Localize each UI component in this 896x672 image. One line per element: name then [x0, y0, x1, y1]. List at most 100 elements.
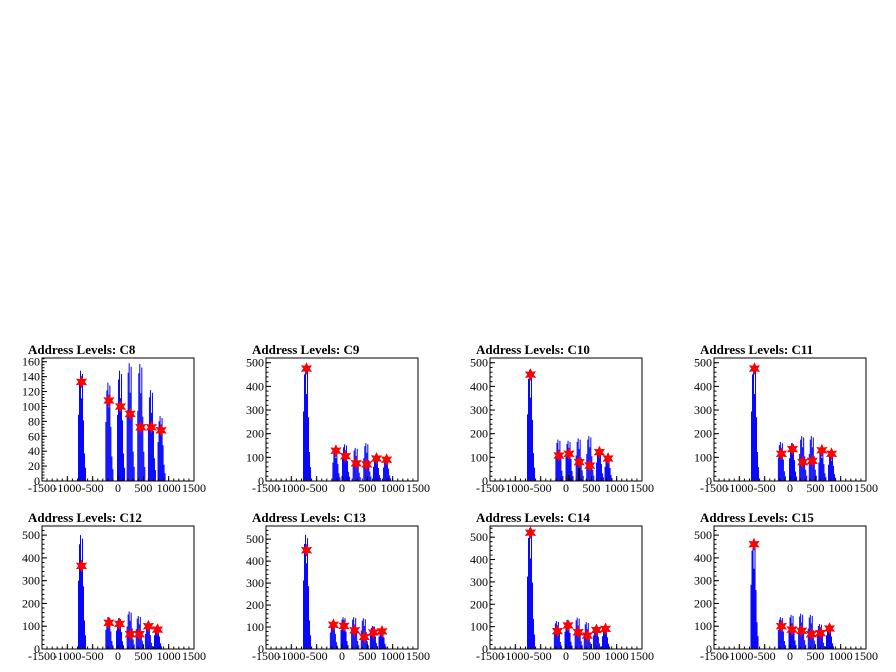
x-tick-label: 0: [563, 649, 569, 663]
histogram-cluster: [602, 627, 611, 649]
y-tick-label: 80: [28, 414, 40, 428]
y-tick-label: 300: [694, 403, 712, 417]
histogram-cluster: [157, 416, 166, 481]
peak-marker: [348, 623, 361, 637]
x-tick-label: 1500: [182, 481, 206, 495]
y-tick-label: 500: [470, 530, 488, 544]
peak-marker: [103, 616, 115, 630]
x-tick-label: 500: [806, 649, 824, 663]
x-tick-label: 1500: [630, 481, 654, 495]
peak-marker: [551, 624, 564, 638]
peak-marker: [573, 455, 585, 469]
y-tick-label: 300: [246, 576, 264, 590]
y-tick-label: 100: [470, 620, 488, 634]
y-tick-label: 0: [258, 474, 264, 488]
peak-marker: [823, 621, 836, 636]
y-tick-label: 400: [694, 551, 712, 565]
y-tick-label: 500: [246, 532, 264, 546]
histogram-cluster: [126, 363, 135, 481]
y-tick-label: 500: [470, 356, 488, 370]
y-tick-label: 0: [482, 474, 488, 488]
peak-marker: [300, 361, 313, 376]
chart-title: Address Levels: C12: [28, 510, 142, 525]
x-tick-label: -1000: [501, 481, 529, 495]
peak-marker: [358, 630, 371, 644]
y-tick-label: 0: [258, 642, 264, 656]
peak-marker: [114, 399, 127, 414]
peak-marker: [133, 627, 146, 641]
y-tick-label: 300: [470, 403, 488, 417]
x-tick-label: 500: [582, 481, 600, 495]
histogram-cluster: [342, 444, 351, 481]
x-tick-label: 1000: [157, 649, 181, 663]
chart-panel-5: Address Levels: C12 0 100 200 300 400 500 -1500…: [22, 510, 206, 663]
chart-panel-1: Address Levels: C8020406080100120140160-…: [22, 342, 206, 495]
x-tick-label: -500: [82, 481, 104, 495]
x-tick-label: -1000: [725, 481, 753, 495]
peak-marker: [361, 457, 373, 472]
x-tick-label: -500: [530, 481, 552, 495]
x-tick-label: -1000: [277, 481, 305, 495]
y-tick-label: 100: [246, 450, 264, 464]
y-tick-label: 160: [22, 355, 40, 369]
histogram-cluster: [527, 369, 536, 481]
histogram-cluster: [555, 439, 564, 481]
histogram-cluster: [369, 625, 378, 649]
y-tick-label: 100: [22, 399, 40, 413]
y-tick-label: 400: [22, 551, 40, 565]
y-tick-label: 200: [694, 596, 712, 610]
histogram-cluster: [777, 441, 786, 481]
y-tick-label: 20: [28, 459, 40, 473]
chart-title: Address Levels: C9: [252, 342, 360, 357]
y-tick-label: 100: [470, 450, 488, 464]
y-tick-label: 100: [694, 619, 712, 633]
peak-marker: [75, 559, 88, 573]
peak-marker: [572, 625, 584, 639]
x-tick-label: 1000: [829, 649, 853, 663]
peak-marker: [376, 624, 388, 639]
x-tick-label: -1500: [700, 481, 728, 495]
x-tick-label: 1000: [381, 649, 405, 663]
chart-title: Address Levels: C15: [700, 510, 814, 525]
peak-marker: [584, 458, 596, 473]
y-tick-label: 400: [246, 379, 264, 393]
x-tick-label: 0: [787, 649, 793, 663]
x-tick-label: 500: [134, 649, 152, 663]
x-tick-label: 500: [358, 481, 376, 495]
peak-marker: [524, 367, 537, 382]
y-tick-label: 100: [246, 620, 264, 634]
y-tick-label: 300: [22, 574, 40, 588]
chart-title: Address Levels: C8: [28, 342, 136, 357]
x-tick-label: 0: [563, 481, 569, 495]
peak-marker: [775, 619, 788, 633]
x-tick-label: 0: [339, 649, 345, 663]
histogram-cluster: [147, 390, 156, 481]
y-tick-label: 400: [470, 553, 488, 567]
x-tick-label: 1500: [630, 649, 654, 663]
x-tick-label: -500: [530, 649, 552, 663]
x-tick-label: 500: [134, 481, 152, 495]
x-tick-label: -1000: [725, 649, 753, 663]
histogram-cluster: [751, 365, 760, 481]
peak-marker: [113, 617, 126, 631]
peak-marker: [142, 619, 155, 633]
x-tick-label: -1000: [501, 649, 529, 663]
y-tick-label: 100: [22, 619, 40, 633]
histogram-cluster: [527, 528, 536, 649]
peak-marker: [135, 420, 147, 434]
peak-marker: [350, 456, 362, 470]
y-tick-label: 500: [246, 356, 264, 370]
y-tick-label: 0: [706, 642, 712, 656]
y-tick-label: 300: [246, 403, 264, 417]
peak-marker: [562, 618, 574, 633]
y-tick-label: 200: [246, 427, 264, 441]
x-tick-label: -1000: [53, 481, 81, 495]
histogram-cluster: [750, 541, 759, 649]
x-tick-label: 0: [115, 649, 121, 663]
peak-marker: [563, 447, 575, 461]
x-tick-label: 1000: [605, 649, 629, 663]
y-tick-label: 200: [470, 427, 488, 441]
x-tick-label: 0: [339, 481, 345, 495]
peak-marker: [75, 375, 88, 389]
